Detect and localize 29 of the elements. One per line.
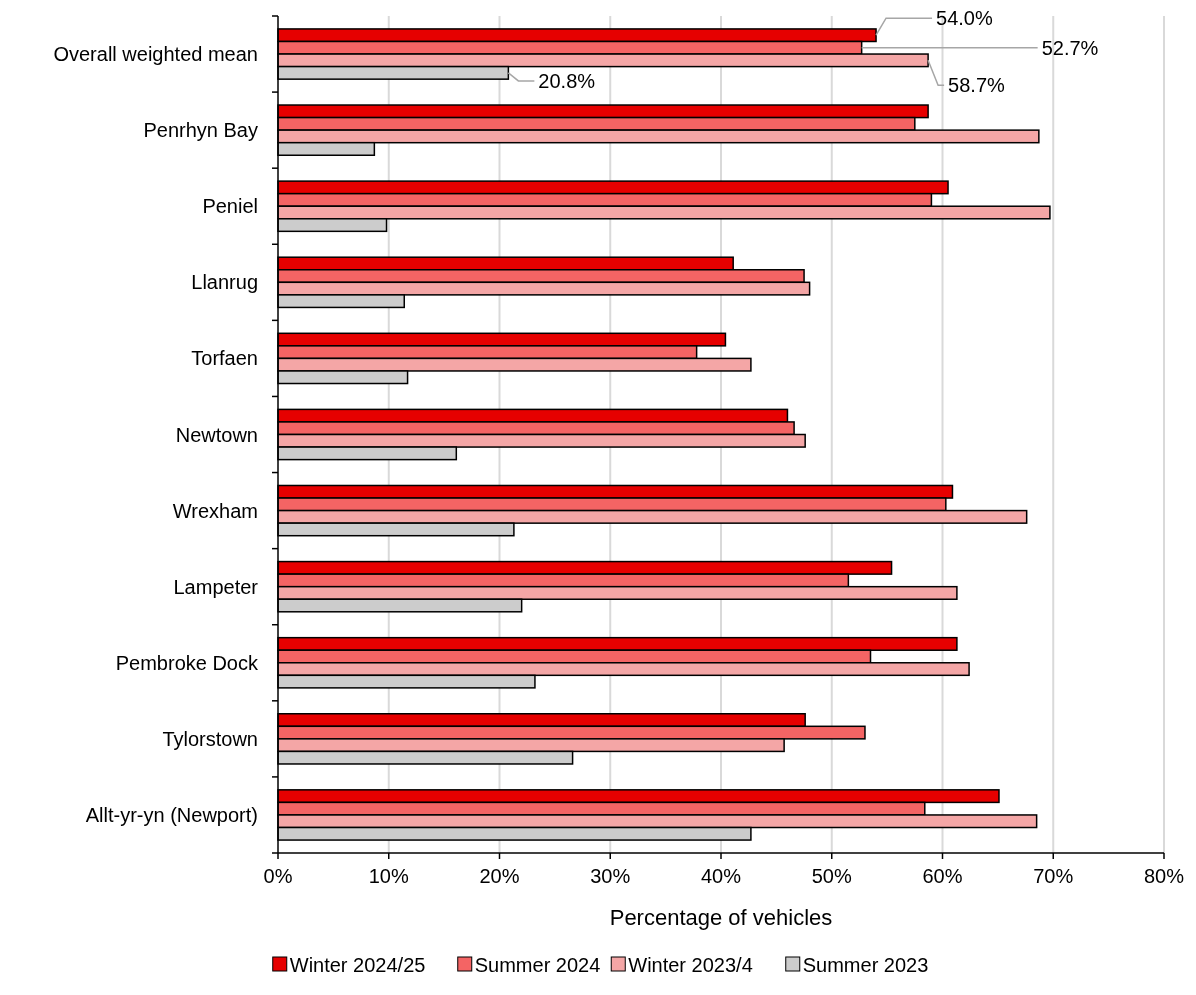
data-label: 54.0% [936,7,993,30]
legend-label: Summer 2023 [802,954,929,976]
x-tick-label: 50% [811,865,852,887]
x-tick-label: 40% [700,865,742,887]
y-tick-label: Llanrug [191,271,258,294]
legend-label: Winter 2024/25 [289,954,426,976]
x-tick-label: 60% [922,865,963,887]
x-tick-label: 30% [590,865,631,887]
y-tick-label: Penrhyn Bay [143,119,258,142]
x-tick-label: 20% [479,865,520,887]
x-tick-label: 10% [368,865,409,887]
x-axis-title: Percentage of vehicles [609,905,833,930]
data-label: 52.7% [1041,36,1099,59]
y-tick-label: Peniel [202,195,258,218]
data-label: 58.7% [948,74,1006,97]
legend-label: Summer 2024 [474,954,601,976]
y-tick-label: Allt-yr-yn (Newport) [85,803,258,826]
y-tick-label: Tylorstown [162,727,258,750]
y-tick-label: Newtown [175,423,258,446]
x-tick-label: 70% [1033,865,1074,887]
y-tick-label: Pembroke Dock [115,651,259,674]
y-tick-label: Wrexham [172,499,258,522]
legend-label: Winter 2023/4 [628,954,753,976]
y-tick-label: Torfaen [191,347,258,370]
data-label: 20.8% [538,69,596,92]
x-tick-label: 0% [263,865,293,887]
y-tick-label: Overall weighted mean [53,43,258,66]
y-tick-label: Lampeter [173,575,259,598]
x-tick-label: 80% [1143,865,1185,887]
